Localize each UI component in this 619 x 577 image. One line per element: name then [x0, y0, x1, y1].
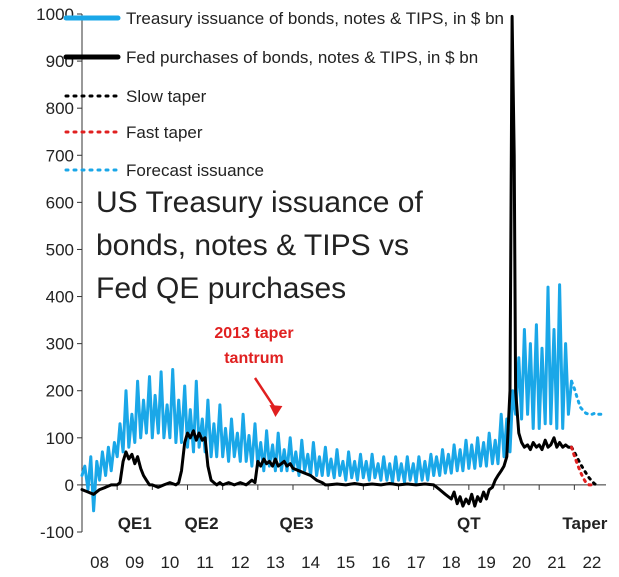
overlay-layer: Treasury issuance of bonds, notes & TIPS…: [63, 9, 608, 533]
treasury-issuance-line: [80, 283, 573, 513]
y-tick-label: 500: [46, 240, 74, 259]
y-tick-label: 700: [46, 146, 74, 165]
legend-fast-taper-label: Fast taper: [126, 123, 203, 142]
period-label: QE2: [185, 514, 219, 533]
y-tick-label: -100: [40, 523, 74, 542]
y-tick-label: 200: [46, 382, 74, 401]
fed-purchases-line: [80, 14, 573, 508]
chart-title-line: bonds, notes & TIPS vs: [96, 229, 409, 262]
period-label: Taper: [562, 514, 607, 533]
x-tick-label: 21: [547, 553, 566, 572]
y-tick-label: 0: [65, 476, 74, 495]
x-tick-label: 18: [442, 553, 461, 572]
period-label: QE3: [280, 514, 314, 533]
x-tick-label: 12: [231, 553, 250, 572]
y-tick-label: 100: [46, 429, 74, 448]
x-tick-label: 08: [90, 553, 109, 572]
legend-forecast-issuance-label: Forecast issuance: [126, 161, 264, 180]
legend-treasury-issuance-label: Treasury issuance of bonds, notes & TIPS…: [126, 9, 504, 28]
x-tick-label: 09: [125, 553, 144, 572]
x-tick-label: 15: [336, 553, 355, 572]
legend-fed-purchases-label: Fed purchases of bonds, notes & TIPS, in…: [126, 48, 478, 67]
annotation-arrow-shaft: [253, 377, 277, 410]
y-tick-label: 600: [46, 193, 74, 212]
x-tick-label: 14: [301, 553, 320, 572]
x-tick-label: 16: [371, 553, 390, 572]
x-tick-label: 13: [266, 553, 285, 572]
period-label: QT: [457, 514, 481, 533]
y-tick-label: 300: [46, 335, 74, 354]
fast-taper-line: [570, 445, 597, 487]
y-tick-label: 1000: [36, 5, 74, 24]
legend-slow-taper-label: Slow taper: [126, 87, 207, 106]
x-tick-label: 19: [477, 553, 496, 572]
x-tick-label: 10: [160, 553, 179, 572]
series-layer: [80, 14, 605, 513]
y-tick-label: 800: [46, 99, 74, 118]
slow-taper-line: [570, 445, 600, 487]
annotation-arrow-head: [269, 404, 283, 417]
chart-title-line: US Treasury issuance of: [96, 186, 423, 219]
x-tick-label: 22: [582, 553, 601, 572]
annotation-text: tantrum: [224, 350, 284, 367]
period-label: QE1: [118, 514, 152, 533]
forecast-issuance-line: [570, 379, 605, 416]
chart-title-line: Fed QE purchases: [96, 272, 346, 305]
x-tick-label: 20: [512, 553, 531, 572]
x-tick-label: 11: [196, 553, 214, 572]
x-tick-label: 17: [407, 553, 426, 572]
annotation-text: 2013 taper: [214, 325, 293, 342]
y-tick-label: 400: [46, 288, 74, 307]
